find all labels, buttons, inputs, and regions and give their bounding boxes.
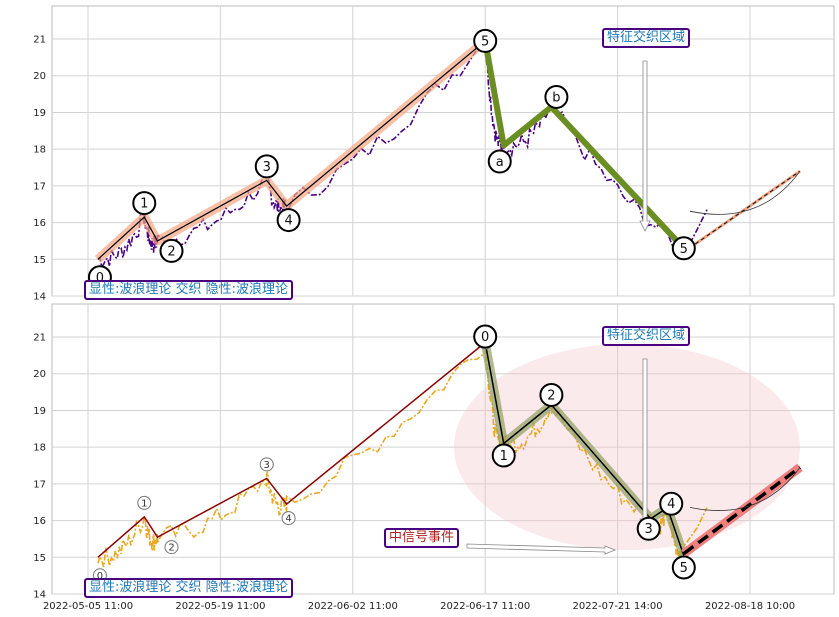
y-tick-label: 14 — [33, 292, 46, 303]
wave-label-text: 5 — [680, 561, 688, 576]
bottom-theory-label: 显性:波浪理论 交织 隐性:波浪理论 — [84, 578, 294, 598]
y-tick-label: 19 — [33, 108, 46, 119]
top-theory-label: 显性:波浪理论 交织 隐性:波浪理论 — [84, 280, 294, 300]
wave-label-text: 5 — [481, 34, 489, 49]
wave-label-circle — [544, 84, 569, 109]
wave-label-text: 3 — [264, 460, 270, 471]
y-tick-label: 14 — [33, 590, 46, 601]
y-tick-label: 18 — [33, 145, 46, 156]
wave-label-circle — [281, 511, 296, 526]
wave-label-text: 3 — [263, 160, 271, 175]
wave-label-circle — [254, 154, 279, 179]
wave-label-text: 5 — [680, 242, 688, 257]
signal-event-arrow — [466, 543, 617, 555]
wave-label-text: b — [552, 90, 560, 105]
y-tick-label: 16 — [33, 516, 46, 527]
wave-label-circle — [671, 555, 696, 580]
y-tick-label: 21 — [33, 333, 46, 344]
x-tick-label: 2022-07-21 14:00 — [573, 601, 663, 612]
bottom-signal-event-label: 中信号事件 — [384, 528, 460, 548]
top-feature-zone-label: 特征交织区域 — [602, 28, 691, 48]
wave-label-text: 0 — [96, 271, 104, 286]
wave-label-text: 0 — [481, 330, 489, 345]
y-tick-label: 20 — [33, 71, 46, 82]
wave-label-circle — [491, 443, 516, 468]
forecast-curve — [689, 170, 801, 215]
wave-label-circle — [276, 208, 301, 233]
wave-label-circle — [671, 236, 696, 261]
y-tick-label: 21 — [33, 35, 46, 46]
wave-label-text: 3 — [645, 522, 653, 537]
y-tick-label: 15 — [33, 255, 46, 266]
corrective-wave — [482, 40, 686, 251]
y-tick-label: 18 — [33, 443, 46, 454]
x-tick-label: 2022-06-02 11:00 — [308, 601, 398, 612]
forecast-curve — [689, 467, 801, 511]
wave-label-text: a — [496, 155, 504, 170]
wave-label-circle — [659, 491, 684, 516]
x-axis: 2022-05-05 11:00 2022-05-19 11:00 2022-06-… — [43, 601, 795, 612]
wave-label-text: 2 — [167, 244, 175, 259]
forecast-line — [682, 465, 802, 556]
y-tick-label: 19 — [33, 406, 46, 417]
wave-label-text: 1 — [500, 449, 508, 464]
wave-label-circle — [259, 457, 274, 472]
top-panel: 14 15 16 17 18 19 20 21 0 1 2 3 4 5 a b 5 — [33, 5, 835, 303]
feature-zone-arrow — [639, 60, 651, 232]
y-tick-label: 15 — [33, 553, 46, 564]
wave-label-text: 4 — [285, 514, 291, 525]
wave-label-circle — [164, 540, 179, 555]
wave-label-text: 2 — [547, 388, 555, 403]
wave-label-text: 1 — [140, 197, 148, 212]
wave-label-circle — [473, 28, 498, 53]
y-tick-label: 17 — [33, 181, 46, 192]
wave-label-text: 0 — [97, 571, 103, 582]
wave-label-text: 1 — [141, 498, 147, 509]
wave-label-circle — [159, 238, 184, 263]
wave-label-text: 4 — [667, 497, 675, 512]
wave-label-text: 4 — [284, 214, 292, 229]
impulse-wave-line — [97, 341, 486, 558]
x-tick-label: 2022-05-05 11:00 — [43, 601, 133, 612]
y-tick-label: 16 — [33, 218, 46, 229]
wave-label-circle — [473, 324, 498, 349]
wave-label-circle — [636, 516, 661, 541]
y-tick-label: 17 — [33, 479, 46, 490]
bottom-feature-zone-label: 特征交织区域 — [602, 326, 691, 346]
x-tick-label: 2022-08-18 10:00 — [705, 601, 795, 612]
wave-label-circle — [487, 149, 512, 174]
y-tick-label: 20 — [33, 369, 46, 380]
x-tick-label: 2022-05-19 11:00 — [175, 601, 265, 612]
wave-label-text: 2 — [168, 543, 174, 554]
impulse-wave-line — [97, 40, 486, 260]
wave-label-circle — [132, 191, 157, 216]
bottom-panel: 1415161718192021012345012345 — [33, 303, 835, 601]
wave-label-circle — [137, 495, 152, 510]
x-tick-label: 2022-06-17 11:00 — [440, 601, 530, 612]
wave-label-circle — [539, 382, 564, 407]
